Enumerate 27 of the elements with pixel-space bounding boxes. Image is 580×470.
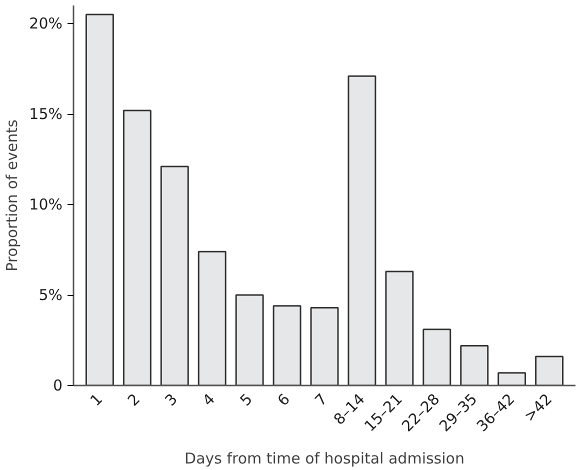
y-tick-label: 5% xyxy=(38,286,62,304)
bar xyxy=(235,294,264,386)
x-tick-label: 7 xyxy=(311,390,331,410)
x-axis-title: Days from time of hospital admission xyxy=(184,450,464,468)
x-tick-label: 5 xyxy=(236,390,256,410)
y-tick-label: 0 xyxy=(52,376,63,394)
y-tick-label: 15% xyxy=(29,105,63,124)
y-tick-label: 20% xyxy=(29,14,63,33)
x-tick-label: 6 xyxy=(274,390,294,410)
bar xyxy=(272,305,302,386)
bar xyxy=(498,372,526,386)
bar xyxy=(310,306,339,386)
bar xyxy=(160,166,189,386)
x-tick-label: 3 xyxy=(162,390,182,410)
bar xyxy=(460,344,489,386)
bar xyxy=(198,250,226,386)
y-axis-title: Proportion of events xyxy=(3,119,22,272)
x-tick-label: 1 xyxy=(86,390,106,410)
x-tick-label: 4 xyxy=(199,390,218,410)
bar xyxy=(85,14,114,386)
bar xyxy=(422,328,452,386)
x-tick-label: 2 xyxy=(124,390,144,410)
bar xyxy=(122,110,152,386)
bar xyxy=(348,75,376,386)
bar xyxy=(385,270,414,386)
bar xyxy=(535,356,564,386)
y-tick-label: 10% xyxy=(29,196,63,214)
